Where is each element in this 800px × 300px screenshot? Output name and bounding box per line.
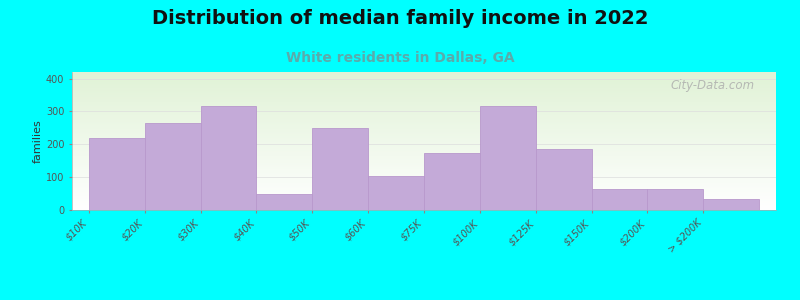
Text: White residents in Dallas, GA: White residents in Dallas, GA bbox=[286, 51, 514, 65]
Bar bbox=[592, 189, 647, 210]
Y-axis label: families: families bbox=[33, 119, 43, 163]
Bar bbox=[201, 106, 256, 210]
Bar bbox=[145, 123, 201, 210]
Bar bbox=[647, 189, 703, 210]
Text: City-Data.com: City-Data.com bbox=[670, 79, 755, 92]
Bar bbox=[89, 138, 145, 210]
Bar bbox=[256, 194, 312, 210]
Text: Distribution of median family income in 2022: Distribution of median family income in … bbox=[152, 9, 648, 28]
Bar bbox=[703, 199, 759, 210]
Bar bbox=[312, 128, 368, 210]
Bar bbox=[536, 149, 592, 210]
Bar bbox=[480, 106, 536, 210]
Bar bbox=[368, 176, 424, 210]
Bar bbox=[424, 152, 480, 210]
